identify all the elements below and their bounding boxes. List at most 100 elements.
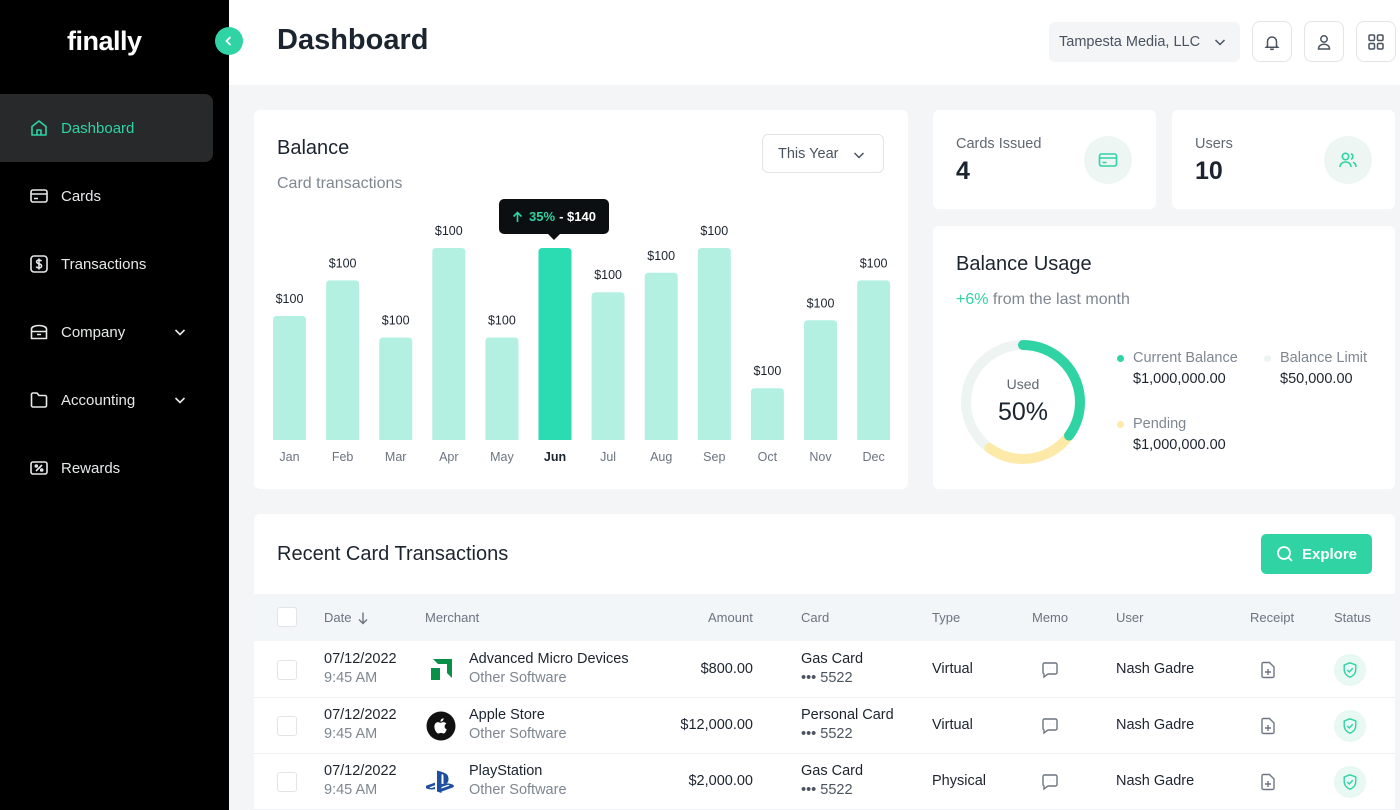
chart-data-label: $100: [276, 292, 304, 306]
row-merchant[interactable]: Apple Store Other Software: [469, 707, 567, 742]
sidebar-item-rewards[interactable]: Rewards: [0, 434, 213, 502]
stat-card-users[interactable]: Users 10: [1172, 110, 1395, 209]
chevron-down-icon[interactable]: [172, 324, 188, 340]
chart-data-label: $100: [647, 249, 675, 263]
chart-bar-may[interactable]: [485, 337, 519, 440]
sidebar-item-transactions[interactable]: Transactions: [0, 230, 213, 298]
chart-data-label: $100: [753, 364, 781, 378]
apps-button[interactable]: [1356, 21, 1396, 62]
chart-data-label: $100: [382, 314, 410, 328]
stat-value: 10: [1195, 157, 1223, 185]
column-merchant: Merchant: [425, 610, 480, 625]
row-user: Nash Gadre: [1116, 661, 1195, 677]
verified-shield-icon[interactable]: [1334, 766, 1366, 798]
search-icon: [1277, 546, 1293, 562]
chart-bar-aug[interactable]: [644, 272, 678, 440]
profile-button[interactable]: [1304, 21, 1344, 62]
row-merchant[interactable]: PlayStation Other Software: [469, 763, 567, 798]
balance-usage-panel: Balance Usage +6% from the last month Us…: [933, 226, 1395, 489]
column-label: Date: [324, 610, 352, 625]
row-checkbox[interactable]: [277, 716, 297, 736]
stat-card-cards-issued[interactable]: Cards Issued 4: [933, 110, 1156, 209]
stat-label: Users: [1195, 136, 1233, 152]
donut-segment-pending: [961, 340, 1085, 464]
balance-subtitle: Card transactions: [277, 175, 403, 192]
building-icon: [29, 322, 49, 342]
column-memo: Memo: [1032, 610, 1069, 625]
page-title: Dashboard: [277, 24, 429, 56]
bell-icon: [1264, 35, 1280, 50]
chart-bar-feb[interactable]: [326, 280, 360, 440]
sidebar-item-dashboard[interactable]: Dashboard: [0, 94, 213, 162]
sidebar-item-company[interactable]: Company: [0, 298, 213, 366]
brand-logo[interactable]: finally: [67, 26, 142, 56]
sidebar-item-label: Company: [61, 323, 126, 341]
receipt-add-icon[interactable]: [1252, 766, 1284, 798]
balance-panel: Balance Card transactions This Year $100…: [254, 110, 908, 489]
row-checkbox[interactable]: [277, 772, 297, 792]
explore-button[interactable]: Explore: [1261, 534, 1372, 574]
chart-bar-jun[interactable]: [538, 248, 572, 440]
donut-label: Used: [1006, 376, 1040, 392]
chart-x-tick-label: Feb: [332, 450, 354, 464]
chart-bar-apr[interactable]: [432, 248, 466, 440]
row-date: 07/12/2022 9:45 AM: [324, 763, 397, 798]
credit-card-icon: [1084, 136, 1132, 184]
row-user: Nash Gadre: [1116, 717, 1195, 733]
chevron-down-icon: [1214, 39, 1226, 46]
memo-icon[interactable]: [1034, 766, 1066, 798]
chart-bar-oct[interactable]: [750, 388, 784, 440]
chart-bar-dec[interactable]: [857, 280, 891, 440]
notifications-button[interactable]: [1252, 21, 1292, 62]
table-row[interactable]: 07/12/2022 9:45 AM Apple Store Other Softw…: [254, 698, 1395, 754]
home-icon: [29, 118, 49, 138]
table-row[interactable]: 07/12/2022 9:45 AM PlayStation Other Softw…: [254, 754, 1395, 810]
tooltip-amount: - $140: [559, 209, 596, 224]
explore-label: Explore: [1301, 545, 1358, 563]
chart-x-tick-label: Nov: [809, 450, 832, 464]
legend-label: Current Balance: [1133, 350, 1238, 366]
column-amount: Amount: [708, 610, 753, 625]
memo-icon[interactable]: [1034, 710, 1066, 742]
chart-x-tick-label: Oct: [758, 450, 778, 464]
select-all-checkbox[interactable]: [277, 607, 297, 627]
chevron-down-icon[interactable]: [172, 392, 188, 408]
sidebar: finally Dashboard Cards Transactions Com…: [0, 0, 229, 810]
company-select[interactable]: Tampesta Media, LLC: [1049, 22, 1240, 62]
table-row[interactable]: 07/12/2022 9:45 AM Advanced Micro Devices…: [254, 642, 1395, 698]
sidebar-item-accounting[interactable]: Accounting: [0, 366, 213, 434]
memo-icon[interactable]: [1034, 654, 1066, 686]
card-icon: [29, 186, 49, 206]
sidebar-item-label: Cards: [61, 187, 102, 205]
row-card: Personal Card ••• 5522: [801, 707, 894, 742]
row-user: Nash Gadre: [1116, 773, 1195, 789]
receipt-add-icon[interactable]: [1252, 710, 1284, 742]
receipt-add-icon[interactable]: [1252, 654, 1284, 686]
chart-data-label: $100: [700, 224, 728, 238]
chart-bar-mar[interactable]: [379, 337, 413, 440]
legend-dot: [1117, 354, 1124, 362]
row-merchant[interactable]: Advanced Micro Devices Other Software: [469, 651, 629, 686]
chart-bar-nov[interactable]: [804, 320, 837, 440]
row-checkbox[interactable]: [277, 660, 297, 680]
sidebar-item-label: Transactions: [61, 255, 147, 273]
chart-bar-jul[interactable]: [591, 292, 625, 440]
verified-shield-icon[interactable]: [1334, 654, 1366, 686]
column-status: Status: [1334, 610, 1371, 625]
chart-bar-jan[interactable]: [273, 315, 306, 440]
balance-title: Balance: [277, 137, 350, 159]
chart-data-label: $100: [594, 268, 622, 282]
row-type: Virtual: [932, 661, 973, 677]
collapse-sidebar-button[interactable]: [215, 27, 243, 55]
usage-donut-chart: [961, 340, 1085, 464]
chart-bar-sep[interactable]: [697, 248, 731, 440]
sidebar-item-cards[interactable]: Cards: [0, 162, 213, 230]
verified-shield-icon[interactable]: [1334, 710, 1366, 742]
user-icon: [1317, 34, 1331, 50]
sort-down-icon: [358, 612, 368, 624]
period-select[interactable]: This Year: [762, 134, 884, 173]
donut-segment-current-balance: [961, 340, 1085, 464]
column-date[interactable]: Date: [324, 610, 369, 625]
chart-x-tick-label: Apr: [439, 450, 458, 464]
legend-value: $50,000.00: [1280, 371, 1353, 387]
